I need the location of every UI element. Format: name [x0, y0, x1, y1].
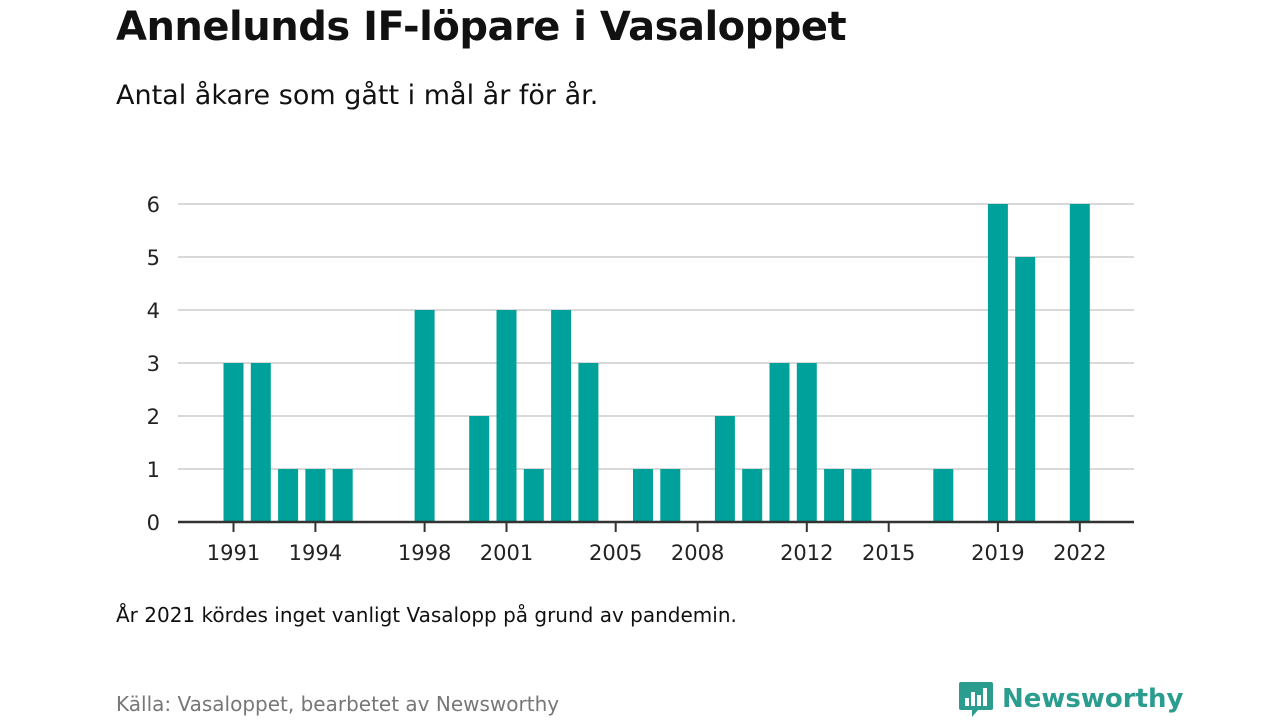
brand-name: Newsworthy [1002, 684, 1184, 714]
x-tick-label: 2015 [862, 541, 915, 565]
x-tick-label: 1994 [289, 541, 342, 565]
bar-2004 [578, 363, 599, 522]
x-axis-ticks: 1991 1994 1998 2001 2005 2008 2012 2015 2019 2022 [207, 522, 1107, 565]
x-tick-label: 1991 [207, 541, 260, 565]
y-tick-label: 2 [147, 405, 160, 429]
y-tick-label: 1 [147, 458, 160, 482]
bar-1991 [223, 363, 244, 522]
bar-2022 [1069, 204, 1090, 522]
bar-2014 [851, 469, 872, 522]
bar-2012 [796, 363, 817, 522]
bar-2010 [742, 469, 763, 522]
bar-1992 [250, 363, 271, 522]
bar-2001 [496, 310, 517, 522]
bar-1998 [414, 310, 435, 522]
y-axis-ticks: 0 1 2 3 4 5 6 [147, 193, 160, 535]
x-tick-label: 2008 [671, 541, 724, 565]
bar-2007 [660, 469, 681, 522]
x-tick-label: 2005 [589, 541, 642, 565]
bar-1995 [332, 469, 353, 522]
bars [223, 204, 1090, 522]
x-tick-label: 2019 [971, 541, 1024, 565]
bar-2019 [987, 204, 1008, 522]
y-tick-label: 5 [147, 246, 160, 270]
x-tick-label: 2022 [1053, 541, 1106, 565]
bar-2017 [933, 469, 954, 522]
bar-2000 [469, 416, 490, 522]
bar-2003 [551, 310, 572, 522]
bar-2009 [714, 416, 735, 522]
bar-2011 [769, 363, 790, 522]
x-tick-label: 2012 [780, 541, 833, 565]
x-tick-label: 1998 [398, 541, 451, 565]
source-text: Källa: Vasaloppet, bearbetet av Newswort… [116, 692, 560, 716]
chart-subtitle: Antal åkare som gått i mål år för år. [116, 80, 599, 111]
y-tick-label: 6 [147, 193, 160, 217]
brand-logo: Newsworthy [958, 680, 1183, 718]
y-tick-label: 4 [147, 299, 160, 323]
bar-2006 [633, 469, 653, 522]
y-tick-label: 3 [147, 352, 160, 376]
bar-1993 [278, 469, 299, 522]
bar-2013 [824, 469, 845, 522]
newsworthy-logo-icon [959, 682, 993, 717]
x-tick-label: 2001 [480, 541, 533, 565]
bar-chart: 0 1 2 3 4 5 6 1991 1994 1998 2001 2005 2008 2012 2015… [147, 193, 1134, 565]
bar-2002 [523, 469, 544, 522]
chart-note: År 2021 kördes inget vanligt Vasalopp på… [116, 603, 737, 627]
chart-title: Annelunds IF-löpare i Vasaloppet [116, 4, 847, 50]
bar-1994 [305, 469, 326, 522]
y-tick-label: 0 [147, 511, 160, 535]
bar-2020 [1015, 257, 1036, 522]
